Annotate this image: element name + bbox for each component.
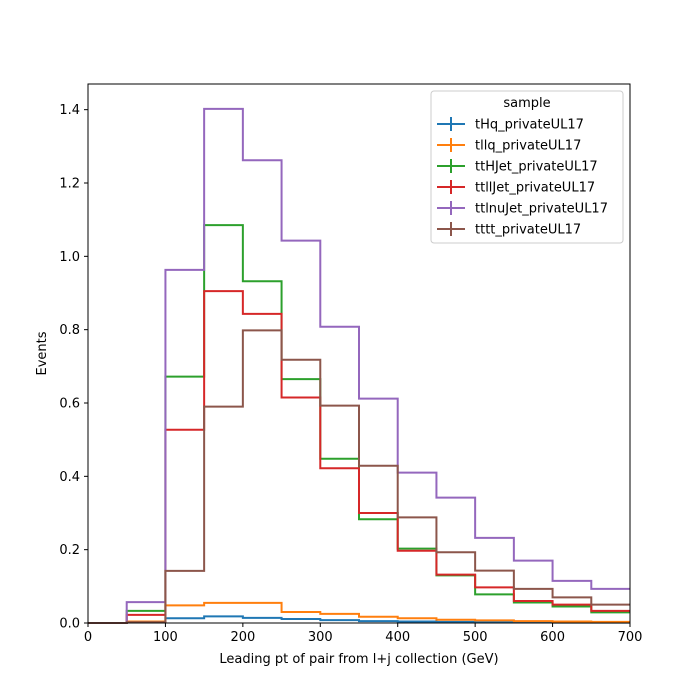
legend-label: ttHJet_privateUL17	[475, 160, 598, 175]
legend-box	[430, 90, 624, 244]
y-tick-label: 1.4	[59, 103, 80, 118]
legend-label: ttllJet_privateUL17	[475, 181, 595, 196]
x-tick-label: 700	[618, 630, 643, 645]
legend-entry-ttllJet_privateUL17: ttllJet_privateUL17	[437, 180, 595, 196]
x-tick-label: 500	[463, 630, 488, 645]
y-tick-label: 0.6	[59, 397, 80, 412]
series-line-tHq_privateUL17	[88, 615, 630, 624]
x-tick-label: 400	[385, 630, 410, 645]
y-tick-label: 0.2	[59, 543, 80, 558]
legend-entry-tHq_privateUL17: tHq_privateUL17	[437, 117, 584, 133]
y-tick-label: 0.8	[59, 323, 80, 338]
legend-entry-ttHJet_privateUL17: ttHJet_privateUL17	[437, 159, 598, 175]
x-tick-label: 300	[308, 630, 333, 645]
y-tick-label: 1.0	[59, 250, 80, 265]
x-tick-label: 600	[540, 630, 565, 645]
legend-entry-ttlnuJet_privateUL17: ttlnuJet_privateUL17	[437, 201, 608, 217]
plot-frame	[87, 83, 631, 624]
y-tick-label: 1.2	[59, 177, 80, 192]
legend-title: sample	[503, 96, 550, 111]
x-tick-label: 0	[84, 630, 92, 645]
series-layer	[88, 107, 630, 624]
legend: sample tHq_privateUL17 tllq_privateUL17 ttH…	[430, 90, 624, 244]
legend-label: tllq_privateUL17	[475, 139, 581, 154]
legend-label: tHq_privateUL17	[475, 118, 584, 133]
series-line-ttllJet_privateUL17	[88, 290, 630, 624]
x-axis-label: Leading pt of pair from l+j collection (…	[219, 652, 498, 667]
legend-entry-tllq_privateUL17: tllq_privateUL17	[437, 138, 581, 154]
series-line-ttlnuJet_privateUL17	[88, 107, 630, 624]
axis-ticks: 0 100 200 300 400 500 600 700 0.0 0.2 0.4 0.6 0.8 1.0…	[59, 103, 642, 645]
series-line-tllq_privateUL17	[88, 601, 630, 624]
y-tick-label: 0.0	[59, 617, 80, 632]
x-tick-label: 200	[230, 630, 255, 645]
y-tick-label: 0.4	[59, 470, 80, 485]
legend-label: ttlnuJet_privateUL17	[475, 202, 608, 217]
x-tick-label: 100	[153, 630, 178, 645]
y-axis-label: Events	[35, 331, 50, 375]
series-line-tttt_privateUL17	[88, 329, 630, 624]
legend-entry-tttt_privateUL17: tttt_privateUL17	[437, 222, 581, 238]
legend-label: tttt_privateUL17	[475, 223, 581, 238]
